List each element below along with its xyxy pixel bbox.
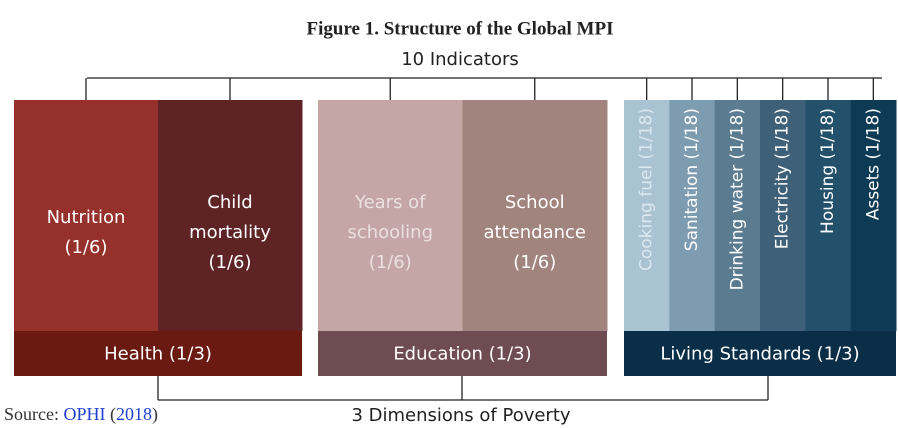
indicator-label: (1/6) (208, 252, 251, 273)
indicator-label: Electricity (1/18) (773, 108, 793, 249)
indicator-label-line: Assets (1/18) (863, 108, 883, 220)
indicator-box (624, 100, 670, 331)
source-text: ( (106, 404, 117, 425)
dimension-band (14, 331, 302, 376)
dimension-band (318, 331, 607, 376)
indicator-label: Cooking fuel (1/18) (637, 108, 657, 271)
top-label: 10 Indicators (401, 49, 519, 70)
indicator-label: Child (207, 192, 252, 213)
source-text: ) (152, 404, 158, 425)
indicator-label: Housing (1/18) (818, 108, 838, 234)
source-text: Source: (4, 404, 63, 424)
indicator-box (805, 100, 852, 331)
source-link[interactable]: 2018 (116, 404, 152, 424)
indicator-label: attendance (484, 222, 586, 243)
indicator-box (850, 100, 897, 331)
indicator-label: Nutrition (47, 207, 126, 228)
indicator-label: Drinking water (1/18) (727, 108, 747, 290)
dimension-label: Health (1/3) (104, 344, 212, 365)
indicator-label-line: Housing (1/18) (818, 108, 838, 234)
source: Source: OPHI (2018) (4, 404, 158, 425)
indicator-label: (1/6) (513, 252, 556, 273)
indicator-box (760, 100, 806, 331)
indicator-box (158, 100, 303, 331)
bottom-label: 3 Dimensions of Poverty (351, 405, 570, 426)
indicator-label: School (505, 192, 565, 213)
indicator-label-line: Drinking water (1/18) (727, 108, 747, 290)
dimension-label: Education (1/3) (393, 344, 531, 365)
indicator-label: schooling (347, 222, 433, 243)
indicator-label-line: Sanitation (1/18) (682, 108, 702, 251)
indicator-label: Sanitation (1/18) (682, 108, 702, 251)
indicator-label-line: Cooking fuel (1/18) (637, 108, 657, 271)
source-link[interactable]: OPHI (63, 404, 105, 424)
indicator-label: (1/6) (369, 252, 412, 273)
indicator-label: Years of (354, 192, 426, 213)
indicator-box (14, 100, 159, 331)
indicator-box (462, 100, 608, 331)
indicator-box (318, 100, 463, 331)
indicator-label: Assets (1/18) (863, 108, 883, 220)
dimension-label: Living Standards (1/3) (660, 344, 859, 365)
indicator-label-line: Electricity (1/18) (773, 108, 793, 249)
indicator-box (669, 100, 716, 331)
title: Figure 1. Structure of the Global MPI (307, 18, 614, 39)
indicator-label: mortality (189, 222, 271, 243)
indicator-label: (1/6) (64, 237, 107, 258)
dimension-band (624, 331, 896, 376)
indicator-box (714, 100, 761, 331)
